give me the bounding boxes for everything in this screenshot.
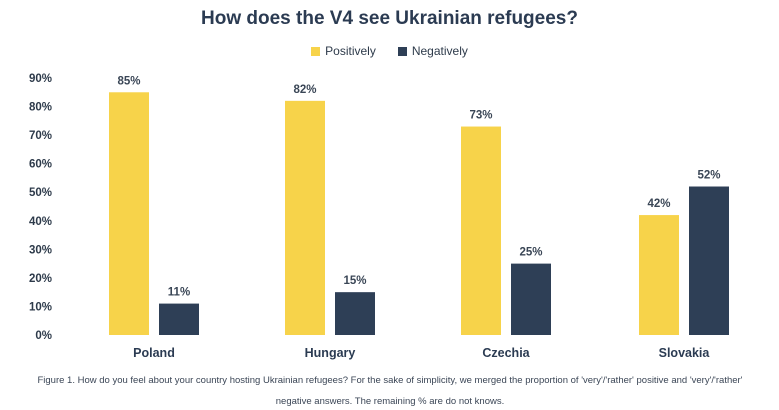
figure-caption-line1: Figure 1. How do you feel about your cou…: [37, 375, 743, 386]
bars: 85% 11% 82% 15% 73% 25% 42% 52%: [109, 75, 729, 336]
bar-positively-hungary: [285, 100, 325, 335]
y-tick-label: 70%: [29, 130, 52, 142]
legend: Positively Negatively: [0, 44, 779, 58]
bar-negatively-poland: [159, 303, 199, 335]
bar-chart: 0% 10% 20% 30% 40% 50% 60% 70% 80% 90% 85% 11% 82% 1…: [29, 73, 729, 360]
data-label: 73%: [469, 110, 492, 122]
legend-label-negatively: Negatively: [411, 44, 468, 58]
x-category-label: Hungary: [305, 346, 356, 360]
bar-positively-poland: [109, 92, 149, 336]
y-tick-label: 30%: [29, 244, 52, 256]
data-label: 82%: [293, 84, 316, 96]
bar-negatively-hungary: [335, 292, 375, 335]
y-axis: 0% 10% 20% 30% 40% 50% 60% 70% 80% 90%: [29, 73, 52, 342]
y-tick-label: 60%: [29, 159, 52, 171]
data-label: 15%: [343, 275, 366, 287]
bar-negatively-slovakia: [689, 186, 729, 335]
chart-title: How does the V4 see Ukrainian refugees?: [201, 8, 578, 29]
x-category-label: Slovakia: [659, 346, 711, 360]
x-category-label: Poland: [133, 346, 175, 360]
y-tick-label: 40%: [29, 216, 52, 228]
legend-item-positively: Positively: [311, 44, 376, 58]
y-tick-label: 0%: [35, 330, 52, 342]
bar-negatively-czechia: [511, 263, 551, 335]
data-label: 11%: [168, 287, 190, 299]
y-tick-label: 80%: [29, 102, 52, 114]
figure-caption-line2: negative answers. The remaining % are do…: [275, 396, 505, 407]
y-tick-label: 50%: [29, 187, 52, 199]
legend-swatch-positively: [311, 46, 321, 56]
legend-label-positively: Positively: [325, 44, 376, 58]
data-label: 85%: [117, 75, 140, 87]
y-tick-label: 10%: [29, 301, 52, 313]
legend-item-negatively: Negatively: [397, 44, 468, 58]
y-tick-label: 90%: [29, 73, 52, 85]
bar-positively-slovakia: [639, 215, 679, 335]
x-category-label: Czechia: [482, 346, 530, 360]
data-label: 25%: [519, 247, 542, 259]
data-label: 42%: [647, 198, 670, 210]
data-label: 52%: [697, 170, 720, 182]
bar-positively-czechia: [461, 126, 501, 336]
x-axis: Poland Hungary Czechia Slovakia: [133, 346, 710, 360]
legend-swatch-negatively: [397, 46, 407, 56]
y-tick-label: 20%: [29, 273, 52, 285]
